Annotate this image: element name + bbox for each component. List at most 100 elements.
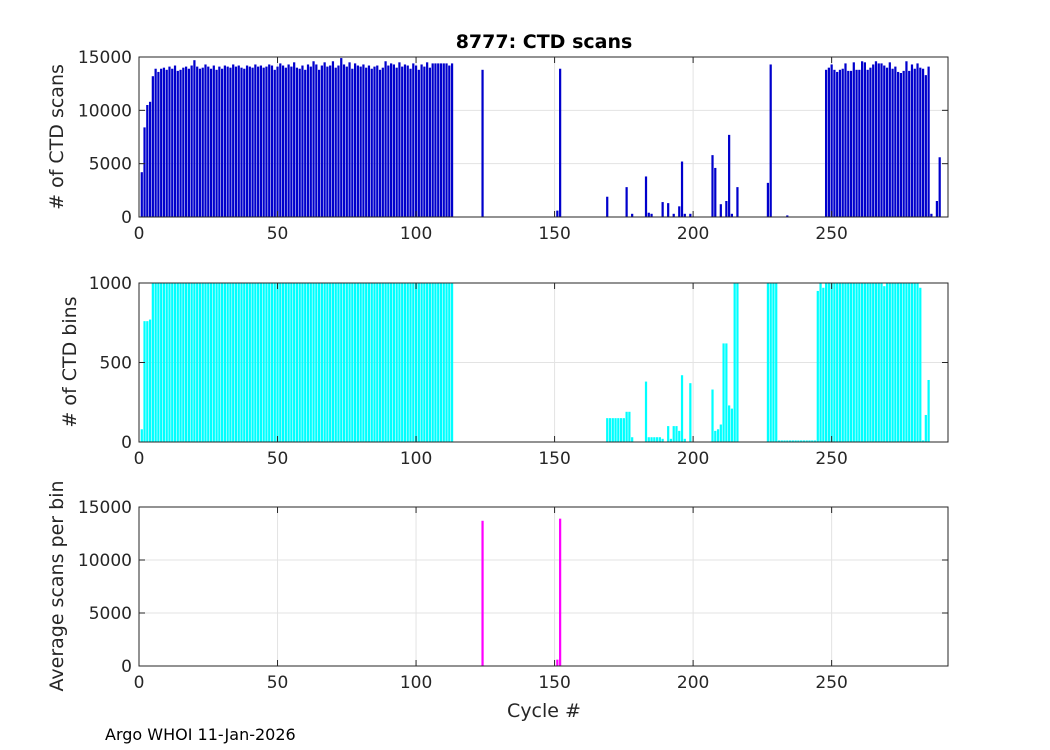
x-tick-label: 0 [134,673,145,693]
bar [841,68,844,217]
bar [387,283,390,442]
bar-series [140,283,930,442]
bar [423,283,426,442]
bar [434,63,437,218]
bar [148,101,152,217]
bar [791,440,794,442]
bar [631,437,634,442]
bar [173,283,177,442]
bar [362,283,365,442]
bar [395,67,398,217]
y-tick-label: 500 [100,354,132,374]
bar [822,287,825,442]
bar [162,67,166,217]
bar [833,69,836,217]
bar [342,64,346,217]
bar [381,67,384,217]
bar [722,343,725,442]
bar [420,64,423,217]
bar [819,283,822,442]
bar [359,66,362,217]
bar [794,440,797,442]
bar [176,70,179,218]
bar [863,283,866,442]
bar [221,283,224,442]
bar [935,201,939,217]
bar [304,283,307,442]
bar [248,283,251,442]
bar [176,283,179,442]
bar [838,283,842,442]
bar [786,215,789,217]
bar [290,283,293,442]
bar [916,63,919,218]
bins-panel: 0 50 100 150 200 250 0 500 1000 # of CTD bins [59,274,949,469]
bar [836,283,839,442]
bar [719,424,722,442]
bar [445,63,448,218]
bar [154,68,157,217]
bar [165,69,168,217]
bar [437,63,440,218]
bar [395,283,398,442]
bar [780,440,783,442]
bar [331,61,335,217]
bar [254,64,257,217]
bar [772,283,775,442]
bar [162,283,166,442]
bar [855,283,858,442]
bar [683,438,686,442]
bar [927,379,930,442]
bar [229,283,232,442]
bar [816,290,819,442]
bar [229,67,232,217]
bar [728,134,731,217]
bar [913,283,916,442]
bar [891,68,894,217]
bar [678,430,681,442]
bar [863,62,866,217]
bar [398,62,401,217]
bar [160,68,163,217]
bar [716,429,720,442]
bar [725,201,728,217]
bar [315,283,318,442]
bar [154,283,157,442]
bar [669,438,673,442]
bar [830,283,833,442]
y-axis-label-scans: # of CTD scans [46,64,68,210]
bar [376,65,379,217]
bar [326,66,329,217]
bar [190,283,193,442]
bar [614,418,617,442]
bar [312,61,315,217]
bar [306,283,310,442]
bar [187,283,190,442]
bar [786,440,789,442]
bar [223,283,226,442]
bar [450,283,454,442]
chart-title: 8777: CTD scans [456,31,633,53]
bar [329,283,332,442]
bar [439,63,443,218]
bar [204,64,207,217]
bar [797,440,800,442]
x-tick-label: 250 [815,224,847,244]
bar [295,283,299,442]
x-tick-label: 250 [815,673,847,693]
scans-panel: 0 50 100 150 200 250 0 5000 10000 15000 8777: CTD … [46,31,949,244]
bar [644,176,648,217]
bar [611,418,614,442]
bar [844,63,847,218]
bar [481,69,484,217]
bar [872,283,875,442]
bar [644,381,648,442]
bar [173,65,177,217]
bar [392,64,395,217]
bar [874,283,878,442]
bar [403,283,407,442]
x-tick-label: 100 [400,224,432,244]
bar [409,283,412,442]
bar [844,283,847,442]
bar [619,418,623,442]
